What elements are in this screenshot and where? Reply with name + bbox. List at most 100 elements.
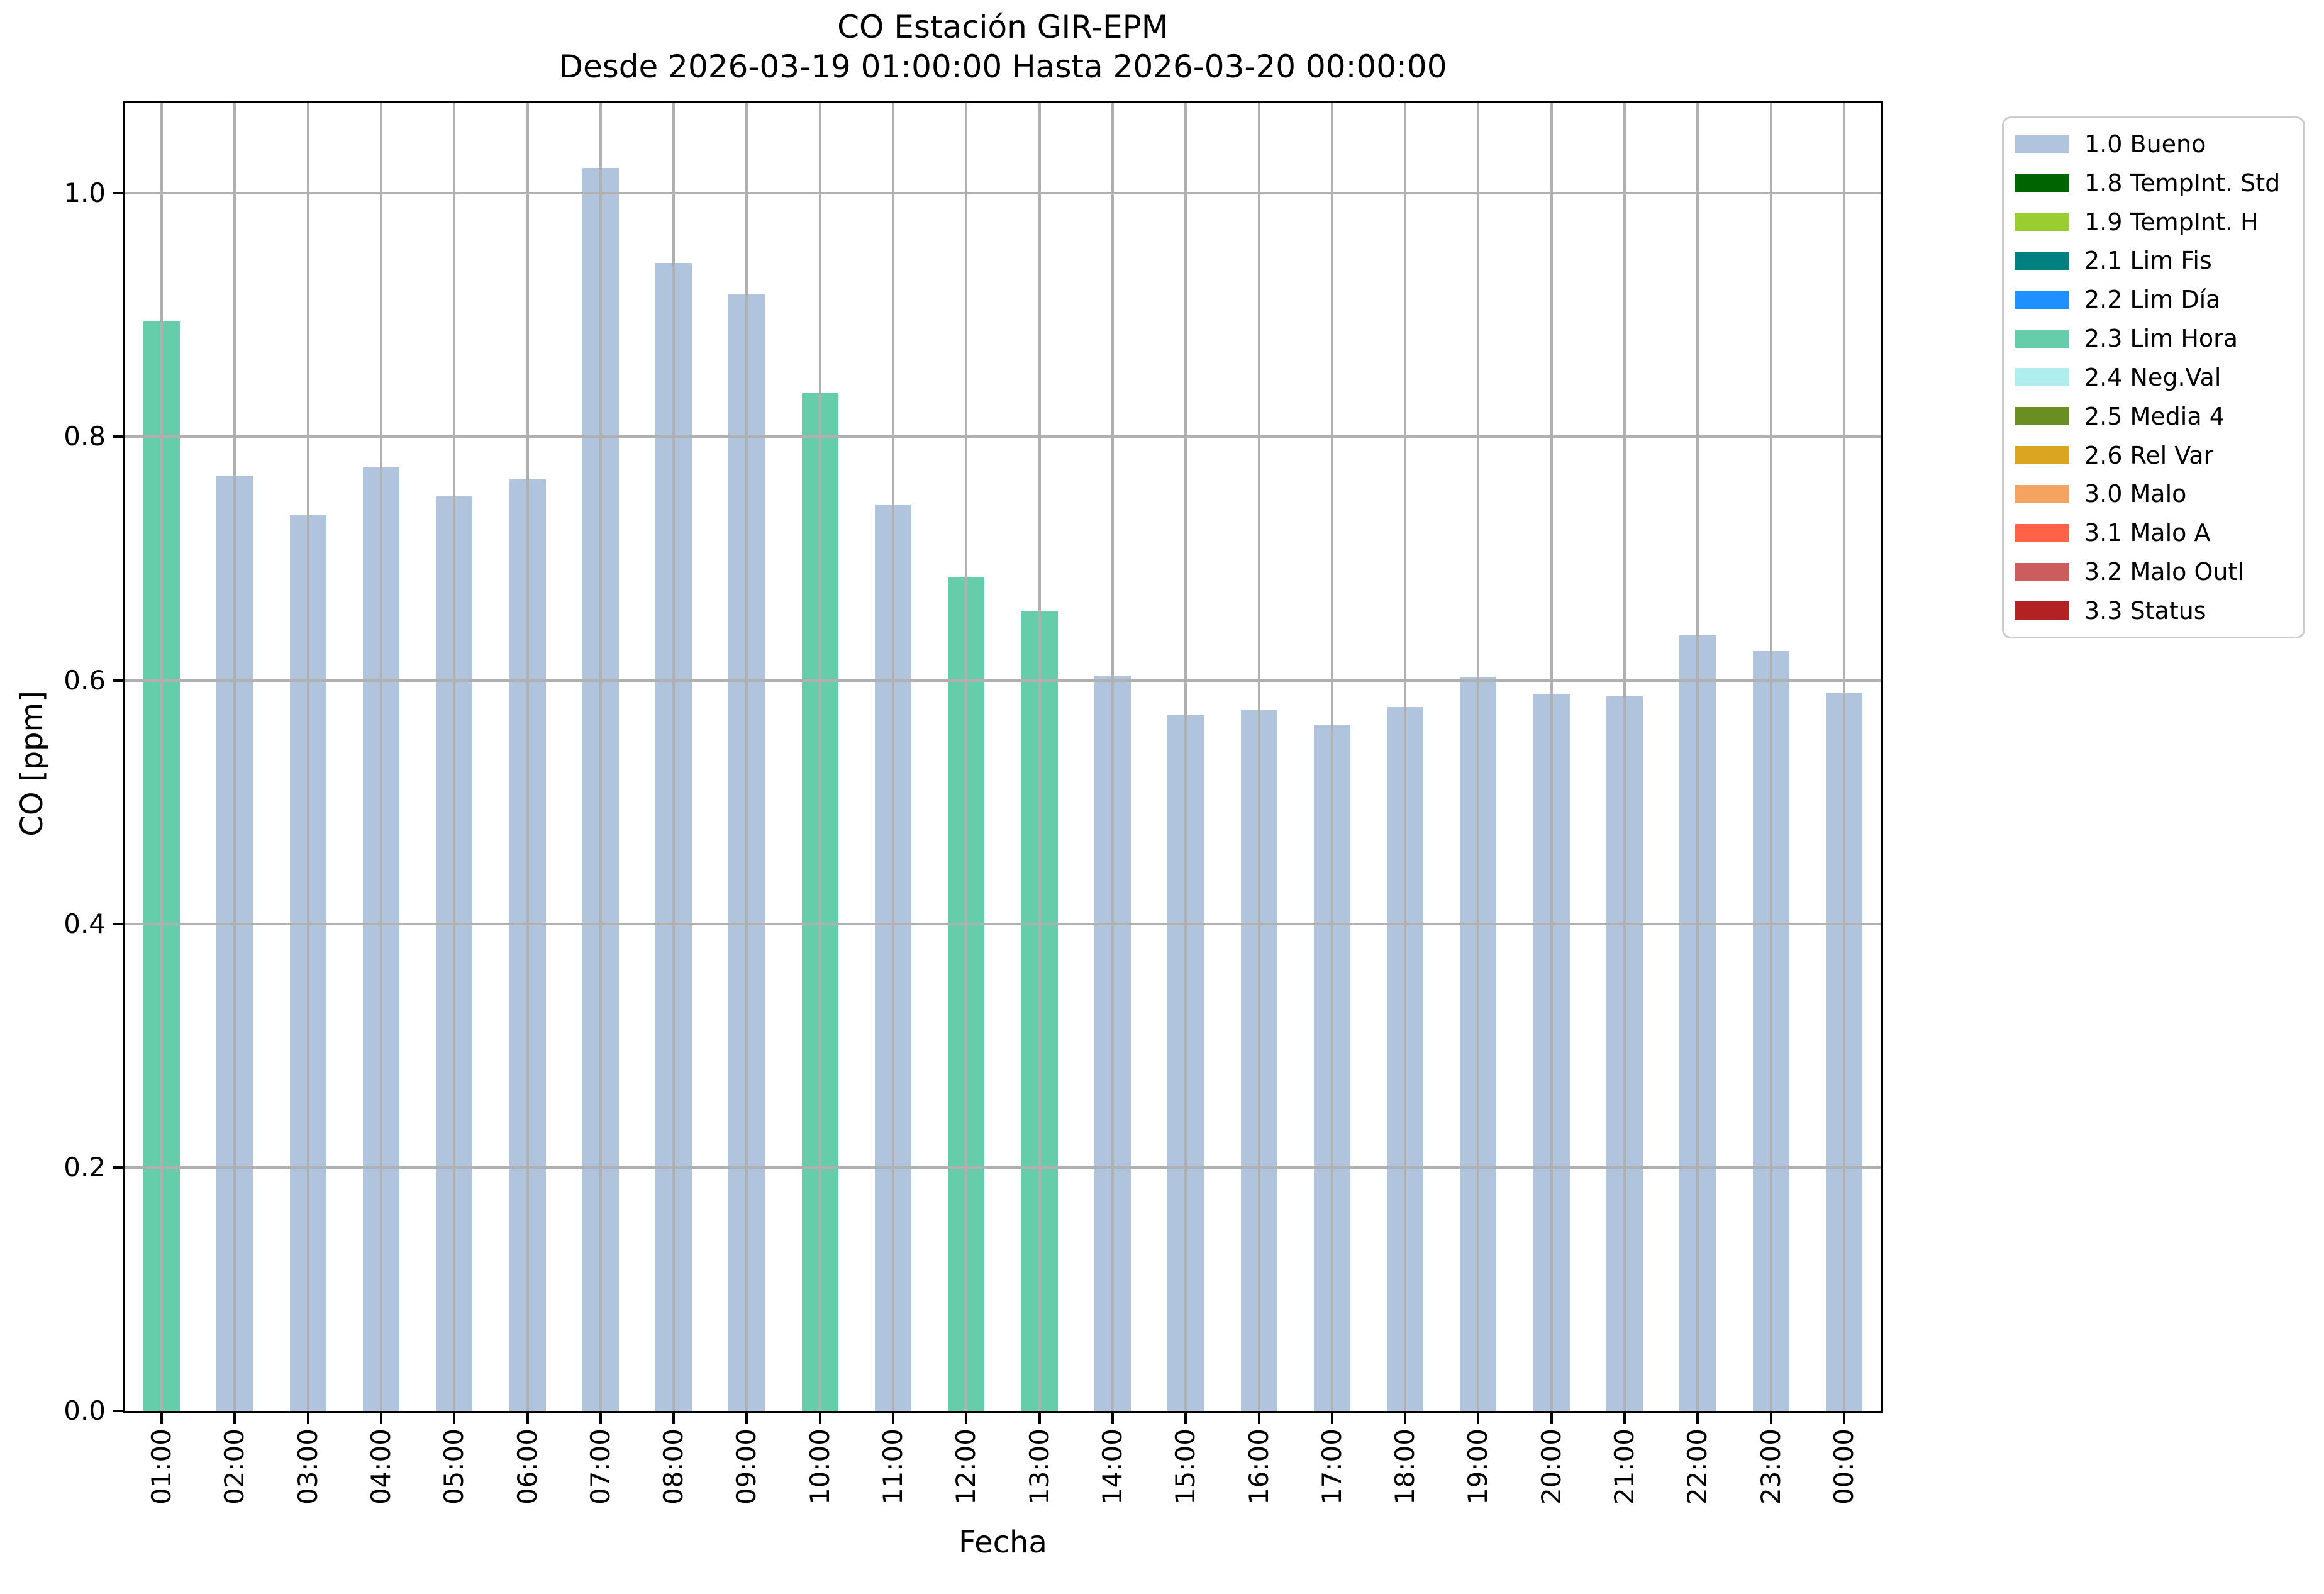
x-tick-mark [306,1413,309,1424]
legend-item: 3.0 Malo [2015,481,2293,507]
x-axis-label: Fecha [959,1525,1047,1560]
y-tick-mark [113,192,123,195]
legend-label: 2.3 Lim Hora [2084,325,2238,353]
legend-swatch [2015,290,2069,309]
x-gridline [453,103,456,1411]
x-gridline [1257,103,1260,1411]
legend-label: 2.5 Media 4 [2084,402,2225,430]
legend-swatch [2015,562,2069,581]
legend-item: 3.3 Status [2015,598,2293,624]
y-tick-mark [113,435,123,438]
y-tick-label: 0.0 [64,1395,106,1426]
x-tick-label: 18:00 [1389,1429,1421,1505]
x-tick-label: 03:00 [292,1429,323,1505]
legend-item: 2.6 Rel Var [2015,442,2293,469]
x-gridline [306,103,309,1411]
y-tick-mark [113,1166,123,1169]
legend-swatch [2015,213,2069,231]
title-block: CO Estación GIR-EPM Desde 2026-03-19 01:… [125,8,1881,87]
x-tick-mark [745,1413,748,1424]
legend-swatch [2015,407,2069,426]
y-tick-label: 0.4 [64,908,106,939]
legend-item: 2.5 Media 4 [2015,403,2293,430]
legend-label: 1.0 Bueno [2084,130,2206,158]
x-gridline [160,103,164,1411]
legend-item: 2.3 Lim Hora [2015,325,2293,352]
y-gridline [125,922,1881,925]
x-gridline [965,103,968,1411]
x-tick-mark [1330,1413,1333,1424]
legend-item: 1.8 TempInt. Std [2015,170,2293,196]
x-tick-mark [160,1413,164,1424]
legend-item: 2.1 Lim Fis [2015,247,2293,274]
x-tick-mark [1696,1413,1699,1424]
x-gridline [1842,103,1845,1411]
legend-label: 2.2 Lim Día [2084,286,2221,314]
x-tick-label: 06:00 [511,1429,543,1505]
x-tick-label: 00:00 [1828,1429,1859,1505]
x-tick-mark [1550,1413,1553,1424]
x-tick-label: 12:00 [950,1429,982,1505]
x-tick-label: 09:00 [731,1429,762,1505]
x-tick-label: 20:00 [1535,1429,1567,1505]
x-gridline [1184,103,1187,1411]
x-gridline [599,103,602,1411]
x-tick-label: 10:00 [804,1429,835,1505]
y-gridline [125,679,1881,682]
y-gridline [125,435,1881,438]
y-axis-label: CO [ppm] [14,691,50,837]
x-gridline [1623,103,1626,1411]
y-tick-mark [113,679,123,682]
legend: 1.0 Bueno 1.8 TempInt. Std 1.9 TempInt. H 2… [2002,116,2305,638]
x-tick-mark [526,1413,529,1424]
x-tick-mark [1477,1413,1480,1424]
legend-label: 3.1 Malo A [2084,519,2211,547]
chart-subtitle: Desde 2026-03-19 01:00:00 Hasta 2026-03-… [559,48,1447,85]
x-tick-label: 07:00 [584,1429,616,1505]
x-tick-mark [1623,1413,1626,1424]
x-gridline [526,103,529,1411]
legend-item: 1.0 Bueno [2015,131,2293,157]
legend-swatch [2015,446,2069,465]
x-tick-mark [1111,1413,1114,1424]
x-gridline [1550,103,1553,1411]
x-gridline [1038,103,1041,1411]
legend-swatch [2015,523,2069,542]
x-tick-mark [380,1413,383,1424]
y-tick-label: 1.0 [64,177,106,209]
x-gridline [818,103,821,1411]
legend-item: 2.2 Lim Día [2015,286,2293,313]
x-gridline [380,103,383,1411]
x-tick-mark [672,1413,676,1424]
x-tick-mark [599,1413,602,1424]
y-tick-label: 0.2 [64,1151,106,1183]
x-gridline [672,103,676,1411]
x-tick-mark [965,1413,968,1424]
x-tick-label: 02:00 [219,1429,250,1505]
legend-label: 1.8 TempInt. Std [2084,169,2281,197]
legend-item: 3.1 Malo A [2015,520,2293,546]
x-gridline [1330,103,1333,1411]
legend-label: 1.9 TempInt. H [2084,208,2259,236]
y-tick-label: 0.8 [64,421,106,452]
x-gridline [745,103,748,1411]
x-tick-mark [233,1413,236,1424]
legend-swatch [2015,484,2069,503]
legend-swatch [2015,368,2069,387]
legend-label: 2.4 Neg.Val [2084,363,2221,391]
legend-item: 2.4 Neg.Val [2015,364,2293,391]
legend-swatch [2015,329,2069,348]
x-gridline [892,103,895,1411]
x-tick-label: 13:00 [1023,1429,1055,1505]
x-tick-label: 11:00 [877,1429,909,1505]
x-tick-label: 08:00 [658,1429,689,1505]
legend-swatch [2015,251,2069,270]
x-gridline [233,103,236,1411]
x-gridline [1404,103,1407,1411]
x-tick-mark [1184,1413,1187,1424]
y-tick-label: 0.6 [64,664,106,696]
y-gridline [125,1166,1881,1169]
chart-title: CO Estación GIR-EPM [837,9,1169,45]
x-tick-label: 23:00 [1755,1429,1786,1505]
legend-label: 3.3 Status [2084,596,2206,625]
